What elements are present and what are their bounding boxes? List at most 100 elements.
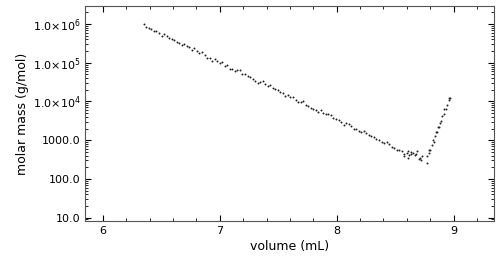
Point bbox=[404, 149, 411, 153]
Point bbox=[196, 51, 203, 55]
Point bbox=[382, 140, 390, 144]
Point bbox=[148, 26, 156, 31]
Point bbox=[304, 104, 312, 109]
Point bbox=[218, 60, 226, 64]
Point bbox=[296, 100, 304, 104]
Point bbox=[140, 21, 148, 26]
Point bbox=[155, 31, 163, 35]
Point bbox=[423, 154, 431, 159]
Point bbox=[423, 161, 431, 165]
Point bbox=[407, 152, 415, 156]
Point bbox=[330, 116, 338, 120]
Point bbox=[372, 137, 380, 141]
Point bbox=[403, 151, 411, 155]
Point bbox=[440, 111, 448, 116]
Point bbox=[358, 130, 366, 134]
Point bbox=[264, 84, 272, 88]
Point bbox=[248, 77, 256, 81]
Point bbox=[158, 33, 166, 38]
Point bbox=[438, 118, 446, 123]
Point bbox=[162, 34, 170, 38]
Point bbox=[418, 154, 426, 159]
Point bbox=[368, 134, 376, 138]
Point bbox=[206, 56, 214, 60]
Point bbox=[228, 67, 236, 71]
Point bbox=[165, 36, 173, 40]
Point bbox=[378, 140, 386, 144]
Point bbox=[404, 156, 412, 160]
Point bbox=[210, 57, 218, 61]
Point bbox=[180, 42, 188, 47]
Point bbox=[375, 138, 383, 142]
Point bbox=[428, 138, 436, 142]
Point bbox=[327, 113, 335, 117]
Point bbox=[251, 79, 259, 83]
Point bbox=[309, 107, 317, 111]
Point bbox=[322, 112, 330, 116]
Point bbox=[324, 112, 332, 116]
Point bbox=[360, 130, 368, 134]
Point bbox=[350, 127, 358, 131]
Point bbox=[432, 130, 440, 134]
Point bbox=[306, 106, 314, 110]
Point bbox=[213, 59, 221, 63]
Point bbox=[226, 67, 234, 71]
Point bbox=[238, 72, 246, 76]
Point bbox=[282, 94, 290, 98]
Point bbox=[317, 108, 325, 112]
Point bbox=[431, 134, 439, 138]
Point bbox=[186, 45, 194, 49]
Point bbox=[241, 72, 249, 76]
Point bbox=[152, 29, 160, 33]
Point bbox=[415, 157, 423, 161]
Point bbox=[183, 44, 191, 48]
Point bbox=[145, 26, 153, 30]
Point bbox=[276, 90, 284, 94]
Point bbox=[246, 75, 254, 79]
Point bbox=[412, 152, 420, 156]
Point bbox=[168, 37, 175, 41]
Point bbox=[208, 59, 216, 63]
Point bbox=[390, 146, 398, 150]
Point bbox=[340, 123, 347, 127]
Point bbox=[442, 107, 450, 111]
Point bbox=[426, 148, 434, 152]
Point bbox=[355, 129, 363, 133]
Point bbox=[256, 80, 264, 84]
Point bbox=[266, 83, 274, 87]
Point bbox=[220, 64, 228, 68]
Point bbox=[380, 141, 388, 145]
Point bbox=[446, 96, 454, 100]
Point bbox=[299, 99, 307, 104]
Point bbox=[269, 86, 277, 90]
Point bbox=[160, 32, 168, 36]
Point bbox=[362, 131, 370, 135]
Point bbox=[216, 61, 224, 65]
Point bbox=[320, 111, 328, 115]
Point bbox=[365, 133, 373, 137]
Point bbox=[436, 121, 444, 126]
Point bbox=[190, 46, 198, 51]
Point bbox=[289, 95, 297, 99]
Point bbox=[347, 124, 355, 128]
Point bbox=[200, 53, 208, 57]
Point bbox=[406, 153, 413, 157]
Point bbox=[425, 148, 433, 152]
Point bbox=[142, 25, 150, 29]
Point bbox=[244, 74, 252, 78]
Point bbox=[274, 88, 282, 92]
Point bbox=[440, 107, 448, 111]
Point bbox=[417, 157, 425, 162]
Point bbox=[385, 142, 393, 146]
Point bbox=[407, 149, 415, 154]
Point bbox=[193, 49, 201, 53]
Point bbox=[286, 95, 294, 99]
Y-axis label: molar mass (g/mol): molar mass (g/mol) bbox=[16, 52, 28, 175]
Point bbox=[436, 125, 444, 129]
Point bbox=[312, 107, 320, 112]
Point bbox=[231, 69, 239, 73]
Point bbox=[370, 135, 378, 139]
Point bbox=[150, 29, 158, 33]
Point bbox=[178, 43, 186, 47]
Point bbox=[430, 140, 438, 144]
